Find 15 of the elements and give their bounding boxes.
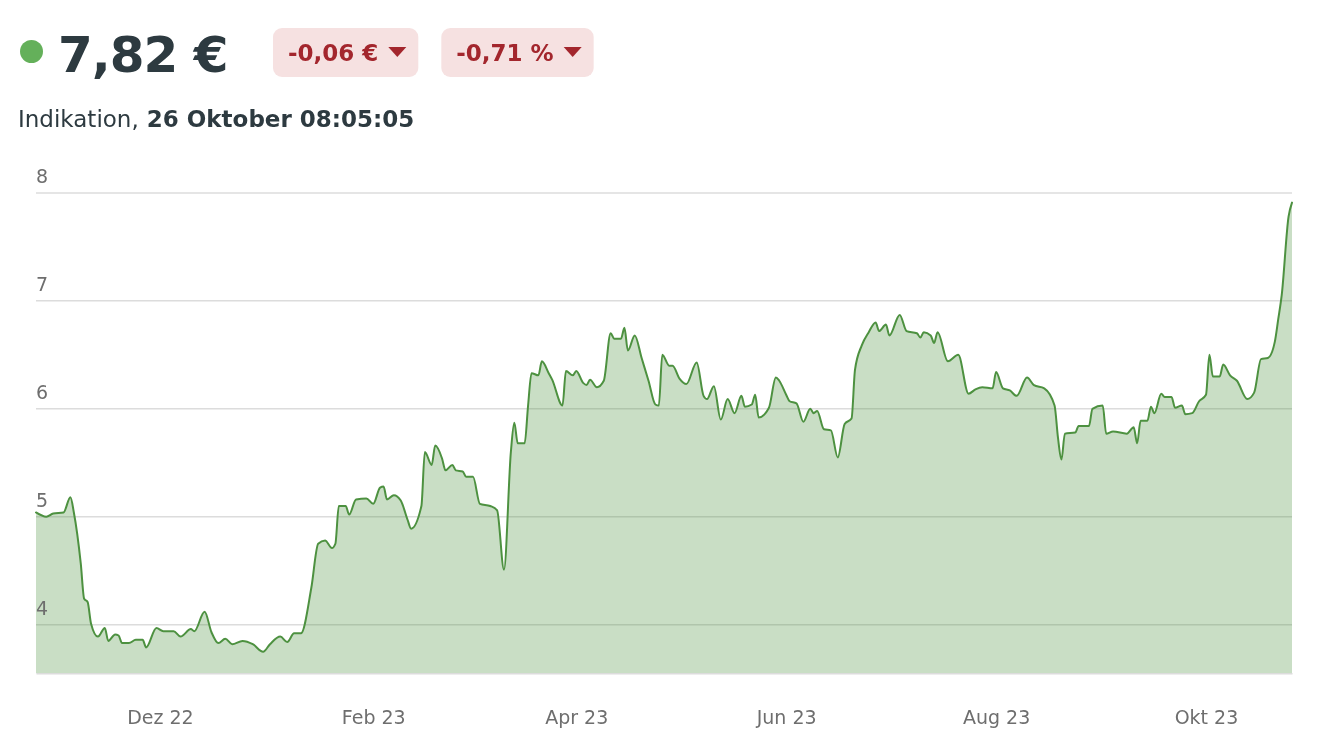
y-tick-label: 8 (36, 164, 49, 187)
x-tick-label: Okt 23 (1174, 705, 1239, 728)
y-tick-label: 5 (36, 488, 49, 511)
chart-subtitle: Indikation, 26 Oktober 08:05:05 (18, 106, 415, 132)
y-tick-label: 7 (36, 272, 49, 295)
x-tick-label: Aug 23 (962, 705, 1031, 728)
y-tick-label: 4 (36, 596, 49, 619)
x-tick-label: Apr 23 (545, 705, 609, 728)
x-tick-label: Dez 22 (127, 705, 194, 728)
text: -0,06 € (288, 40, 379, 66)
text: -0,71 % (456, 40, 554, 66)
y-tick-label: 6 (36, 380, 49, 403)
x-tick-label: Jun 23 (755, 705, 817, 728)
x-tick-label: Feb 23 (341, 705, 406, 728)
chart-title: 7,82 € (58, 26, 228, 84)
